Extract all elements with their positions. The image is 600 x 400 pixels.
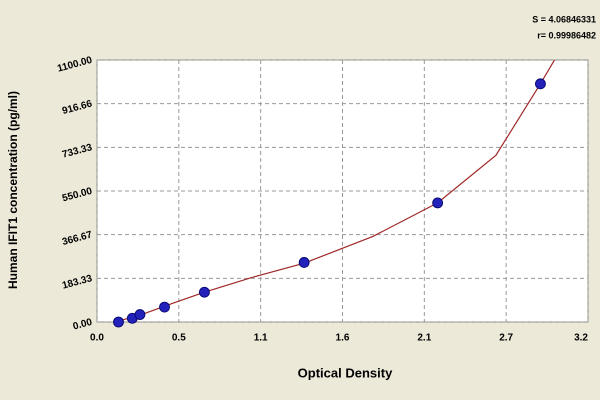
x-tick-label: 2.1 — [417, 333, 431, 344]
annotation: S = 4.06846331 — [532, 14, 596, 24]
y-axis-label: Human IFIT1 concentration (pg/ml) — [6, 91, 20, 289]
point — [535, 78, 546, 90]
point — [298, 257, 310, 268]
x-tick-label: 0.5 — [172, 333, 186, 344]
point — [134, 309, 146, 320]
annotation: r= 0.99986482 — [537, 30, 596, 40]
x-tick-label: 1.6 — [336, 333, 350, 344]
y-tick-label: 0.00 — [72, 317, 94, 333]
x-tick-label: 3.2 — [574, 333, 588, 344]
x-tick-label: 0.0 — [90, 333, 104, 344]
point — [432, 197, 444, 209]
x-tick-label: 1.1 — [254, 333, 268, 344]
point — [199, 286, 210, 298]
point — [113, 316, 124, 328]
x-axis-label: Optical Density — [298, 365, 393, 380]
point — [159, 301, 170, 313]
x-tick-label: 2.7 — [499, 333, 513, 344]
